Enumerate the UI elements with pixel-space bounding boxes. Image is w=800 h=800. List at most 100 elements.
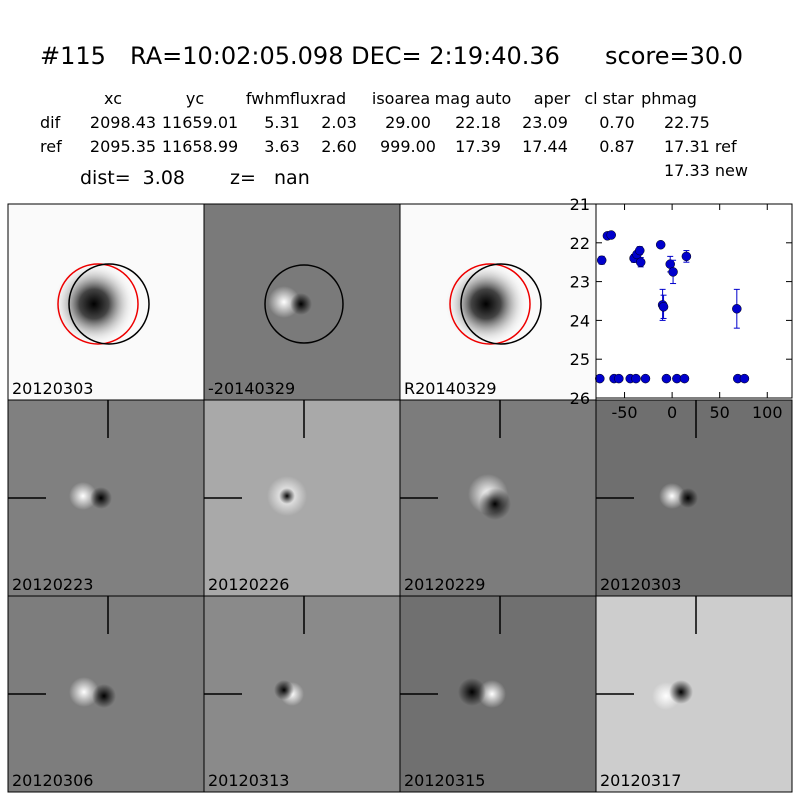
stamp-label: 20120315: [404, 771, 485, 790]
table-cell: 17.39: [455, 137, 501, 156]
point: [668, 267, 678, 277]
point: [635, 245, 645, 256]
table-cell: 29.00: [385, 113, 431, 132]
residual-dark: [90, 487, 112, 509]
aperture-ref: [57, 263, 139, 345]
stamp: -20140329: [203, 203, 401, 401]
y-tick-label: 23: [570, 273, 590, 292]
table-cell: 23.09: [522, 113, 568, 132]
stamp-label: 20120303: [600, 575, 681, 594]
stamp: 20120223: [7, 399, 205, 597]
stamp: 20120306: [7, 595, 205, 793]
row-label: dif: [40, 113, 61, 132]
stamp: 20120226: [203, 399, 401, 597]
point: [640, 373, 651, 384]
stamp-label: 20120313: [208, 771, 289, 790]
column-header: cl star: [584, 89, 634, 108]
table-cell: 0.70: [599, 113, 635, 132]
point: [606, 230, 616, 240]
x-tick-label: 50: [710, 403, 730, 422]
stamp-label: 20120306: [12, 771, 93, 790]
column-header: aper: [534, 89, 571, 108]
stamp-label: 20120226: [208, 575, 289, 594]
column-header: fluxrad: [290, 89, 346, 108]
y-tick-label: 24: [570, 311, 590, 330]
column-header: isoarea: [372, 89, 430, 108]
table-cell: 2.60: [321, 137, 357, 156]
point: [635, 257, 646, 267]
point: [658, 302, 669, 312]
residual-dark: [274, 680, 294, 700]
point: [614, 373, 624, 384]
stamp: 20120317: [595, 595, 793, 793]
point: [681, 251, 692, 262]
table-cell: 2095.35: [90, 137, 156, 156]
stamp: 20120315: [399, 595, 597, 793]
stamp-label: 20120303: [12, 379, 93, 398]
stamps: 20120303 -20140329 R20140329 20120223 201202…: [7, 203, 793, 793]
residual-light: [659, 483, 685, 509]
table-cell: 22.75: [664, 113, 710, 132]
table-cell: 17.44: [522, 137, 568, 156]
stamp-border: [595, 595, 793, 793]
point: [739, 373, 750, 384]
residual-dark: [290, 293, 312, 315]
plot-border: [595, 203, 793, 399]
x-tick-label: -50: [611, 403, 637, 422]
aperture-new: [68, 263, 150, 345]
point: [679, 373, 690, 384]
residual-dark: [669, 680, 693, 704]
coordinates: RA=10:02:05.098 DEC= 2:19:40.36: [130, 42, 560, 70]
point: [596, 255, 607, 266]
column-header: yc: [186, 89, 204, 108]
stamp-label: 20120223: [12, 575, 93, 594]
residual-light: [69, 677, 99, 707]
table-cell: 999.00: [380, 137, 436, 156]
plot-area: [596, 204, 792, 398]
candidate-id: #115: [40, 42, 106, 70]
distance: dist= 3.08: [80, 167, 185, 189]
stamp-label: -20140329: [208, 379, 295, 398]
stamp: 20120303: [595, 399, 793, 597]
table-cell: 2098.43: [90, 113, 156, 132]
score: score=30.0: [605, 42, 743, 70]
point: [655, 239, 666, 250]
point: [732, 304, 742, 314]
stamp: R20140329: [399, 203, 597, 401]
table-cell: 5.31: [264, 113, 300, 132]
phmag-new: 17.33 new: [664, 161, 748, 180]
table-cell: 0.87: [599, 137, 635, 156]
y-tick-label: 25: [570, 350, 590, 369]
table-cell: 11658.99: [162, 137, 238, 156]
column-header: fwhm: [246, 89, 290, 108]
aperture: [264, 264, 344, 344]
residual-light: [69, 482, 97, 510]
row-label: ref: [40, 137, 62, 156]
table-cell: 22.18: [455, 113, 501, 132]
stamp-label: 20120229: [404, 575, 485, 594]
stamp-label: 20120317: [600, 771, 681, 790]
x-tick-label: 0: [667, 403, 677, 422]
stamp: 20120303: [7, 203, 205, 401]
column-header: phmag: [641, 89, 697, 108]
aperture-ref: [449, 263, 531, 345]
residual-dark: [479, 488, 511, 520]
source: [52, 262, 136, 346]
light-curve: 21 22 23 24 25 26 -50 0 50 100: [570, 195, 793, 422]
stamp-label: R20140329: [404, 379, 497, 398]
stamp: 20120229: [399, 399, 597, 597]
point: [661, 373, 672, 384]
x-tick-label: 100: [752, 403, 783, 422]
y-tick-label: 22: [570, 234, 590, 253]
residual-dark: [92, 684, 116, 708]
y-tick-label: 26: [570, 389, 590, 408]
point: [595, 373, 605, 384]
y-tick-label: 21: [570, 195, 590, 214]
redshift: z= nan: [230, 167, 310, 189]
column-header: mag auto: [435, 89, 512, 108]
table-cell: 17.31 ref: [664, 137, 737, 156]
stamp: 20120313: [203, 595, 401, 793]
residual-dark: [678, 488, 698, 508]
source: [279, 488, 295, 504]
